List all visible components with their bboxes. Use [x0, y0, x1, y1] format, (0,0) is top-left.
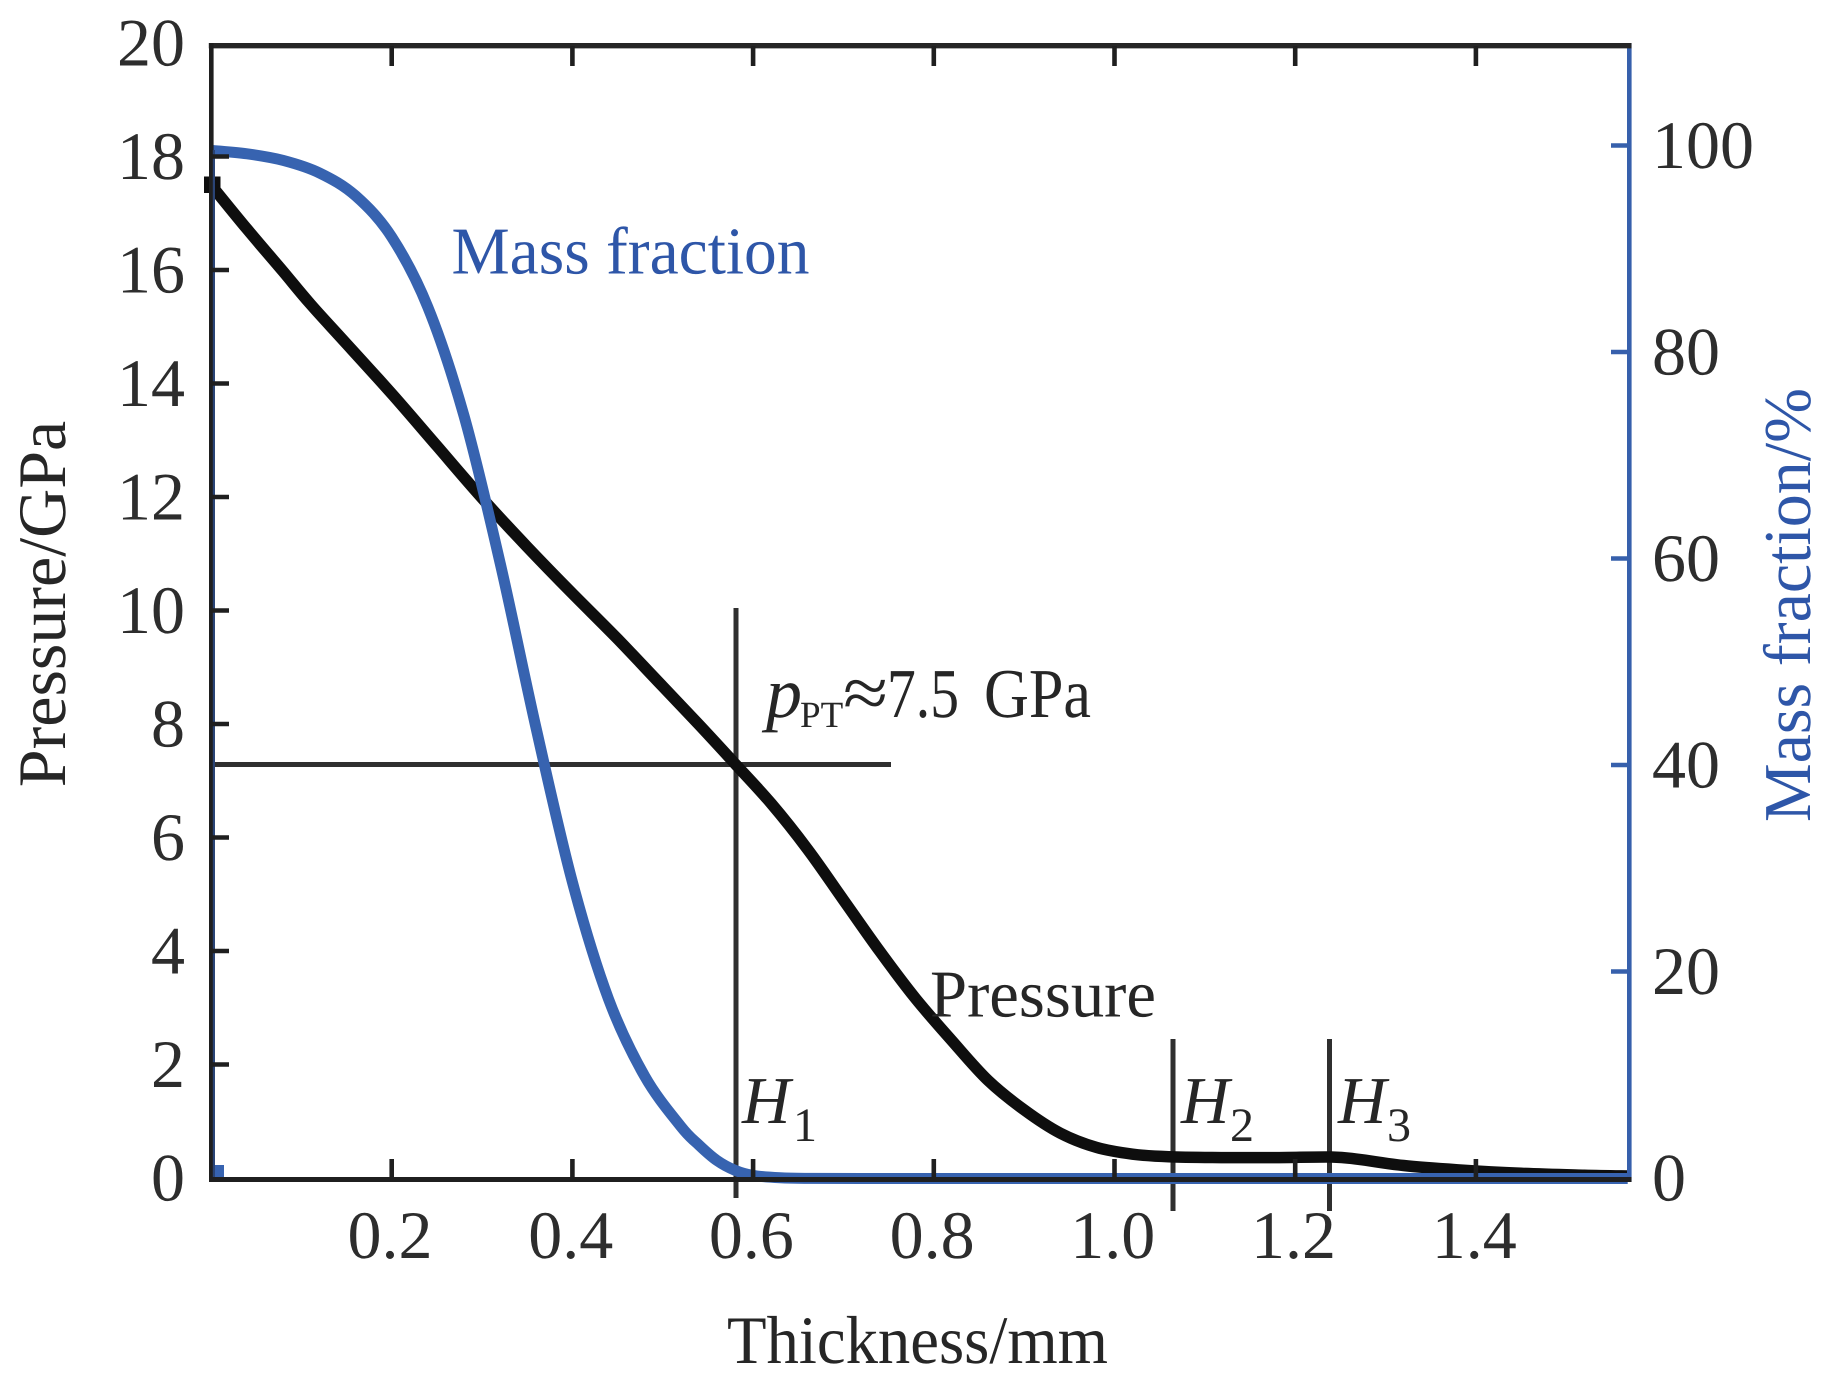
svg-text:20: 20 [1652, 933, 1720, 1009]
svg-text:1: 1 [793, 1099, 817, 1152]
svg-text:7.5: 7.5 [887, 656, 959, 733]
svg-text:100: 100 [1652, 107, 1754, 183]
svg-text:0.2: 0.2 [348, 1197, 433, 1273]
svg-text:Pressure/GPa: Pressure/GPa [4, 421, 80, 787]
svg-text:16: 16 [117, 232, 185, 308]
svg-text:0: 0 [151, 1140, 185, 1216]
svg-text:p: p [761, 653, 802, 733]
svg-text:PT: PT [800, 695, 843, 736]
svg-text:GPa: GPa [984, 656, 1091, 733]
svg-text:0.4: 0.4 [528, 1197, 613, 1273]
svg-text:14: 14 [117, 345, 185, 421]
svg-text:0.8: 0.8 [890, 1197, 975, 1273]
svg-text:H: H [1337, 1064, 1390, 1138]
svg-text:Thickness/mm: Thickness/mm [727, 1302, 1108, 1378]
svg-text:60: 60 [1652, 520, 1720, 596]
svg-text:≈: ≈ [843, 653, 888, 733]
svg-text:Pressure: Pressure [930, 957, 1156, 1031]
svg-text:1.0: 1.0 [1070, 1197, 1155, 1273]
svg-text:H: H [741, 1064, 794, 1138]
svg-text:Mass fraction/%: Mass fraction/% [1751, 388, 1825, 822]
svg-text:40: 40 [1652, 727, 1720, 803]
svg-text:1.4: 1.4 [1432, 1197, 1517, 1273]
svg-text:1.2: 1.2 [1251, 1197, 1336, 1273]
svg-text:Mass fraction: Mass fraction [452, 215, 810, 289]
svg-text:18: 18 [117, 118, 185, 194]
svg-text:0.6: 0.6 [709, 1197, 794, 1273]
svg-text:2: 2 [1230, 1099, 1254, 1152]
svg-text:8: 8 [151, 686, 185, 762]
svg-text:4: 4 [151, 913, 185, 989]
svg-text:6: 6 [151, 799, 185, 875]
svg-text:3: 3 [1387, 1099, 1411, 1152]
svg-text:20: 20 [117, 5, 185, 81]
svg-text:12: 12 [117, 459, 185, 535]
svg-text:80: 80 [1652, 314, 1720, 390]
svg-text:2: 2 [151, 1026, 185, 1102]
svg-text:10: 10 [117, 572, 185, 648]
svg-text:H: H [1180, 1064, 1233, 1138]
svg-text:0: 0 [1652, 1140, 1686, 1216]
